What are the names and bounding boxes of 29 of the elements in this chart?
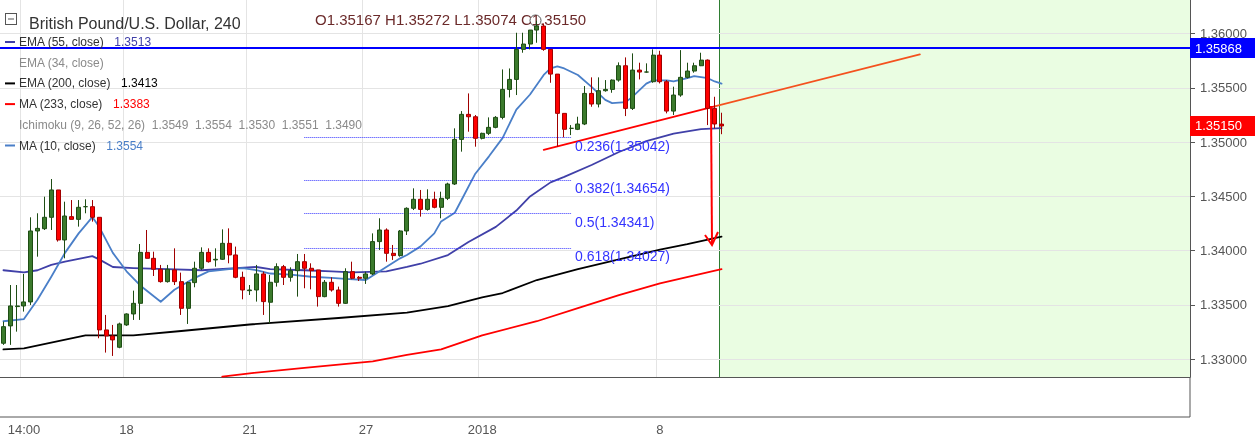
y-tick-label: 1.34500 <box>1200 188 1247 204</box>
text: British Pound/U.S. Dollar, 240 <box>29 14 241 32</box>
annotation: O1.35167 H1.35272 L1.35074 C1.35150 <box>315 10 587 28</box>
y-tick-label: 1.35000 <box>1200 134 1247 150</box>
ref-line-label: 0.5(1.34341) <box>575 213 655 230</box>
text: 1.35150 <box>1195 118 1242 134</box>
y-tick-label: 1.34000 <box>1200 243 1247 259</box>
y-tick-label: 1.36000 <box>1200 26 1247 42</box>
x-tick-label: 18 <box>119 422 134 437</box>
x-tick-label: 21 <box>242 422 257 437</box>
annotation: 1.3413 <box>121 76 159 91</box>
x-tick-label: 2018 <box>467 422 497 437</box>
legend-label: EMA (200, close) <box>19 76 111 91</box>
ref-line-label: 1.35868 <box>1195 40 1242 56</box>
annotation: Ichimoku (9, 26, 52, 26) 1.3549 1.3554 1.3530 1.3551 1.3490 <box>19 117 363 132</box>
legend-label: MA (233, close) <box>19 97 103 112</box>
y-tick-label: 1.35500 <box>1200 80 1247 96</box>
x-tick-label: 8 <box>656 422 664 437</box>
legend-label: MA (10, close) <box>19 138 96 153</box>
annotation: EMA (34, close) <box>19 55 104 70</box>
ref-line-label: 0.382(1.34654) <box>575 179 671 196</box>
y-tick-label: 1.33000 <box>1200 351 1247 367</box>
annotation: 1.3513 <box>114 35 152 49</box>
annotation: 1.3554 <box>106 138 144 153</box>
x-tick-label: 27 <box>358 422 374 437</box>
legend-label: EMA (55, close) <box>19 35 104 49</box>
x-tick-label: 14:00 <box>7 422 41 437</box>
y-tick-label: 1.33500 <box>1200 297 1247 313</box>
annotation: 1.3383 <box>113 97 151 112</box>
